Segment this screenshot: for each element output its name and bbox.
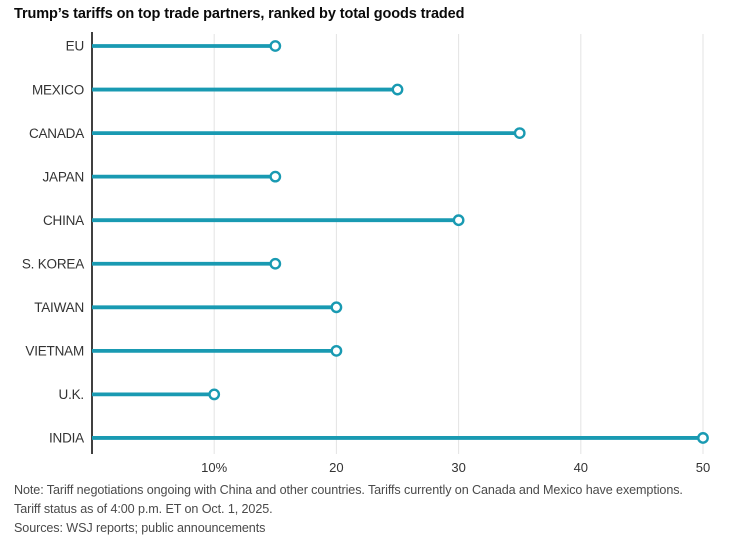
category-label: JAPAN [42, 169, 84, 184]
category-label: MEXICO [32, 82, 84, 97]
x-tick-label: 50 [696, 460, 710, 475]
lollipop-marker [391, 83, 404, 96]
category-label: INDIA [49, 431, 84, 446]
x-tick-label: 20 [329, 460, 343, 475]
category-label: EU [66, 39, 84, 54]
lollipop-marker [452, 214, 465, 227]
chart-svg: 10% 20 30 40 50 EU MEXICO CANADA JAPAN CHINA S. KO… [22, 32, 710, 475]
x-tick-label: 40 [574, 460, 588, 475]
category-label: VIETNAM [25, 344, 84, 359]
lollipop-marker [269, 257, 282, 270]
sources-line: Sources: WSJ reports; public announcemen… [14, 521, 266, 535]
lollipop-marker [269, 170, 282, 183]
lollipop-marker [697, 432, 709, 444]
category-label: CANADA [29, 126, 84, 141]
lollipop-marker [269, 40, 282, 52]
category-label: S. KOREA [22, 256, 84, 271]
category-label: TAIWAN [34, 300, 84, 315]
category-label: U.K. [59, 387, 84, 402]
lollipop-marker [208, 388, 221, 401]
note-line-1: Note: Tariff negotiations ongoing with C… [14, 483, 683, 497]
lollipop-marker [513, 127, 526, 140]
category-label: CHINA [43, 213, 84, 228]
chart-footnotes: Note: Tariff negotiations ongoing with C… [14, 481, 683, 538]
x-tick-label: 30 [451, 460, 465, 475]
lollipop-marker [330, 301, 343, 314]
note-line-2: Tariff status as of 4:00 p.m. ET on Oct.… [14, 502, 273, 516]
x-tick-label: 10% [201, 460, 227, 475]
chart-title: Trump’s tariffs on top trade partners, r… [14, 6, 465, 22]
lollipop-marker [330, 344, 343, 357]
